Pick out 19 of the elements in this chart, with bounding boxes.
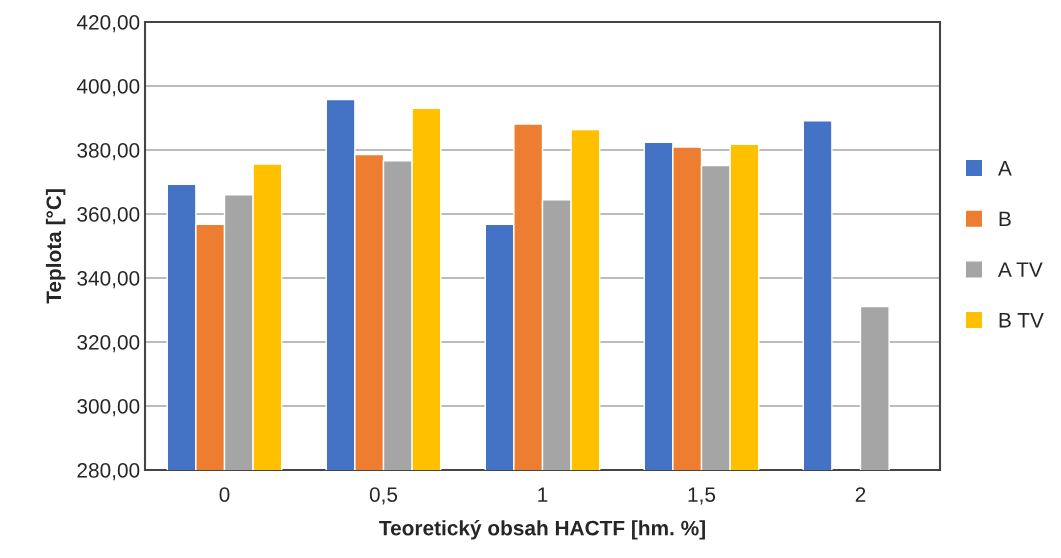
legend-label: B TV: [999, 313, 1044, 328]
y-tick-label: 380,00: [77, 143, 140, 161]
y-tick-label: 280,00: [77, 463, 140, 481]
y-tick-label: 400,00: [76, 79, 140, 97]
y-tick-label: 420,00: [76, 15, 140, 33]
x-tick-label: 0: [219, 487, 230, 502]
x-tick-label: 1,5: [688, 487, 716, 505]
y-axis-title: Teplota [°C]: [45, 189, 66, 304]
legend-label: A TV: [997, 262, 1043, 277]
x-axis-title: Teoretický obsah HACTF [hm. %]: [379, 519, 705, 540]
x-tick-label: 1: [538, 487, 548, 502]
x-tick-label: 2: [855, 487, 866, 502]
y-tick-label: 300,00: [77, 399, 140, 417]
y-tick-label: 340,00: [77, 271, 140, 289]
y-tick-label: 360,00: [77, 207, 140, 225]
x-tick-label: 0,5: [369, 487, 398, 505]
legend-label: A: [997, 161, 1012, 176]
y-tick-label: 320,00: [77, 335, 140, 353]
legend-label: B: [999, 211, 1011, 227]
